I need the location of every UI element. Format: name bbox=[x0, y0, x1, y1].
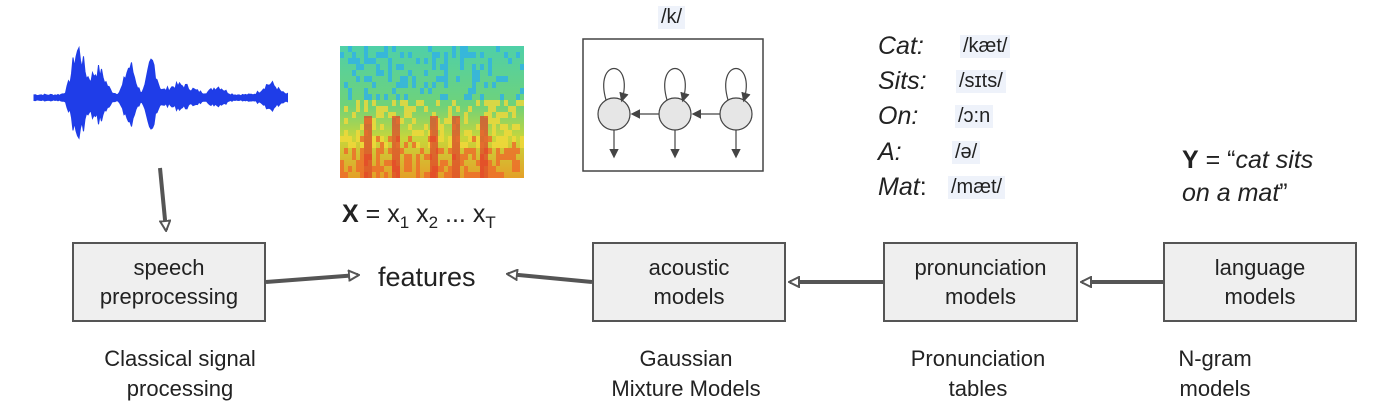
hmm-phone-label: /k/ bbox=[658, 6, 686, 29]
lexicon-ipa-cat: /kæt/ bbox=[960, 35, 1011, 58]
lexicon-ipa-mat: /mæt/ bbox=[948, 176, 1006, 199]
x-equation: X = x1 x2 ... xT bbox=[342, 200, 496, 232]
x-variable: X bbox=[342, 200, 359, 228]
arrow-preprocessing-to-features bbox=[265, 275, 358, 284]
lexicon-ipa-on: /ɔ:n bbox=[955, 105, 994, 128]
pronunciation-models-box: pronunciation models bbox=[883, 242, 1078, 322]
y-equation: Y = “cat sits on a mat” bbox=[1182, 146, 1314, 207]
hmm-diagram bbox=[582, 38, 764, 172]
lexicon-ipa-sits: /sɪts/ bbox=[956, 70, 1006, 93]
waveform-image bbox=[33, 45, 288, 140]
lexicon-word-cat: Cat: bbox=[878, 32, 924, 60]
lexicon-word-a: A: bbox=[878, 138, 902, 166]
features-label: features bbox=[378, 262, 476, 292]
arrow-waveform-to-preprocessing bbox=[158, 167, 166, 230]
x-subscript-T: T bbox=[485, 213, 496, 232]
hmm-state-3 bbox=[719, 67, 753, 159]
acoustic-models-box: acoustic models bbox=[592, 242, 786, 322]
language-models-box: language models bbox=[1163, 242, 1357, 322]
caption-classical-signal-processing: Classical signal processing bbox=[104, 346, 256, 401]
speech-preprocessing-box: speech preprocessing bbox=[72, 242, 266, 322]
lexicon-word-sits: Sits: bbox=[878, 67, 927, 95]
lexicon-ipa-a: /ə/ bbox=[952, 141, 981, 164]
x-subscript-1: 1 bbox=[399, 213, 410, 232]
spectrogram-image bbox=[340, 46, 524, 178]
x-subscript-2: 2 bbox=[428, 213, 439, 232]
arrow-acoustic-to-features bbox=[508, 274, 593, 284]
hmm-state-1 bbox=[597, 67, 631, 159]
y-variable: Y bbox=[1182, 146, 1199, 174]
lexicon-word-on: On: bbox=[878, 102, 919, 130]
caption-n-gram-models: N-gram models bbox=[1178, 346, 1252, 401]
caption-pronunciation-tables: Pronunciation tables bbox=[910, 346, 1046, 401]
lexicon-word-mat: Mat: bbox=[878, 173, 927, 201]
caption-gaussian-mixture-models: Gaussian Mixture Models bbox=[611, 346, 761, 401]
